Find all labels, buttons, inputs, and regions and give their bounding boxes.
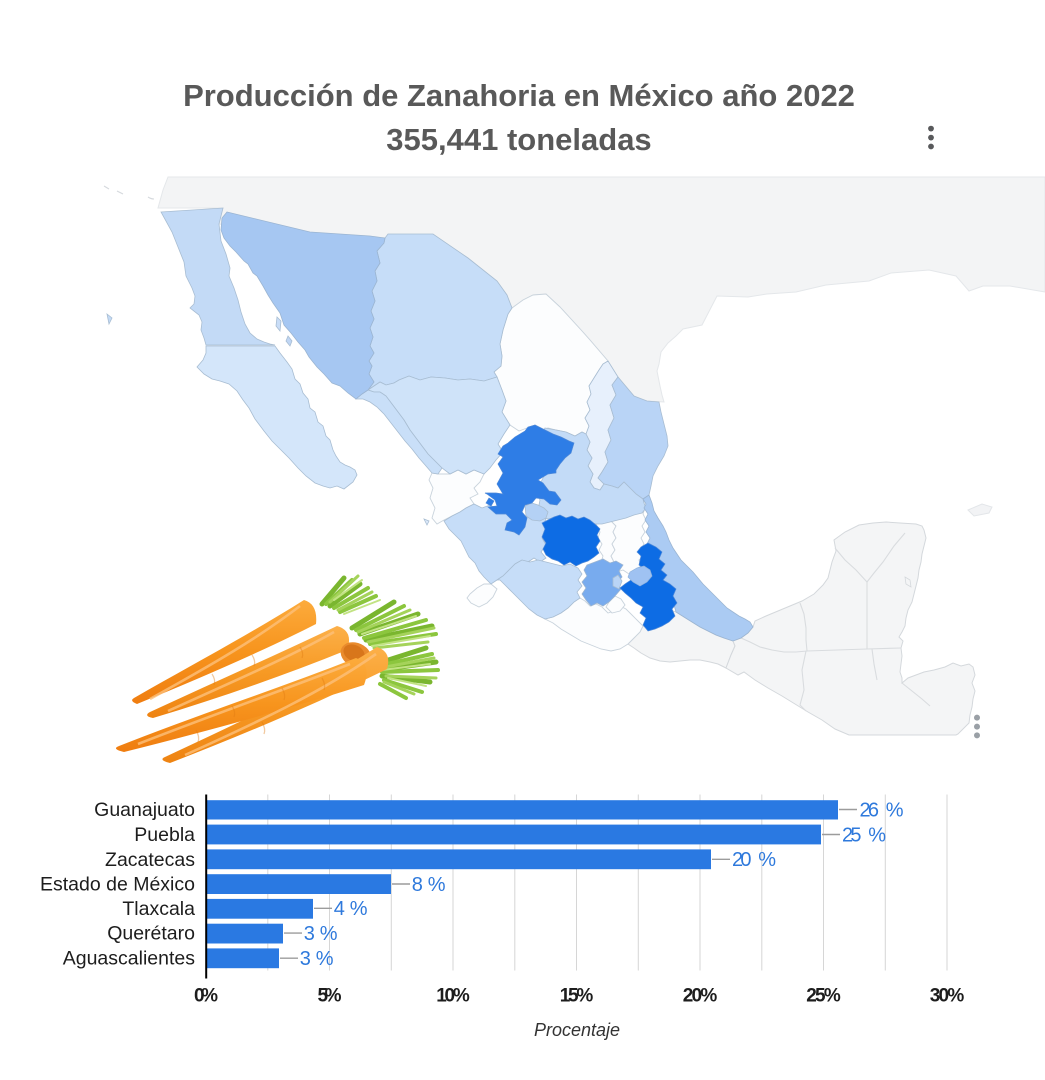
svg-text:3: 3: [300, 948, 311, 970]
svg-text:Tlaxcala: Tlaxcala: [122, 898, 195, 920]
svg-text:%: %: [428, 874, 446, 896]
svg-text:3: 3: [304, 923, 315, 945]
svg-text:26: 26: [860, 799, 880, 821]
svg-text:10%: 10%: [436, 986, 470, 1007]
svg-text:%: %: [868, 824, 886, 846]
svg-text:%: %: [320, 923, 338, 945]
svg-text:Estado de México: Estado de México: [40, 874, 195, 896]
svg-text:Zacatecas: Zacatecas: [105, 849, 195, 871]
svg-text:4: 4: [334, 898, 345, 920]
svg-text:%: %: [350, 898, 368, 920]
svg-text:25%: 25%: [806, 986, 841, 1007]
svg-text:0%: 0%: [194, 986, 218, 1007]
svg-text:%: %: [886, 799, 904, 821]
svg-text:Guanajuato: Guanajuato: [94, 799, 195, 821]
svg-text:Puebla: Puebla: [134, 824, 195, 846]
svg-text:8: 8: [412, 874, 423, 896]
svg-text:25: 25: [842, 824, 862, 846]
svg-text:Querétaro: Querétaro: [107, 923, 195, 945]
svg-text:20: 20: [732, 849, 752, 871]
svg-text:20%: 20%: [683, 986, 718, 1007]
svg-text:%: %: [316, 948, 334, 970]
svg-text:Procentaje: Procentaje: [534, 1020, 620, 1040]
svg-text:15%: 15%: [560, 986, 594, 1007]
svg-text:%: %: [758, 849, 776, 871]
svg-text:Aguascalientes: Aguascalientes: [63, 948, 196, 970]
svg-text:30%: 30%: [930, 986, 965, 1007]
svg-text:5%: 5%: [318, 986, 342, 1007]
